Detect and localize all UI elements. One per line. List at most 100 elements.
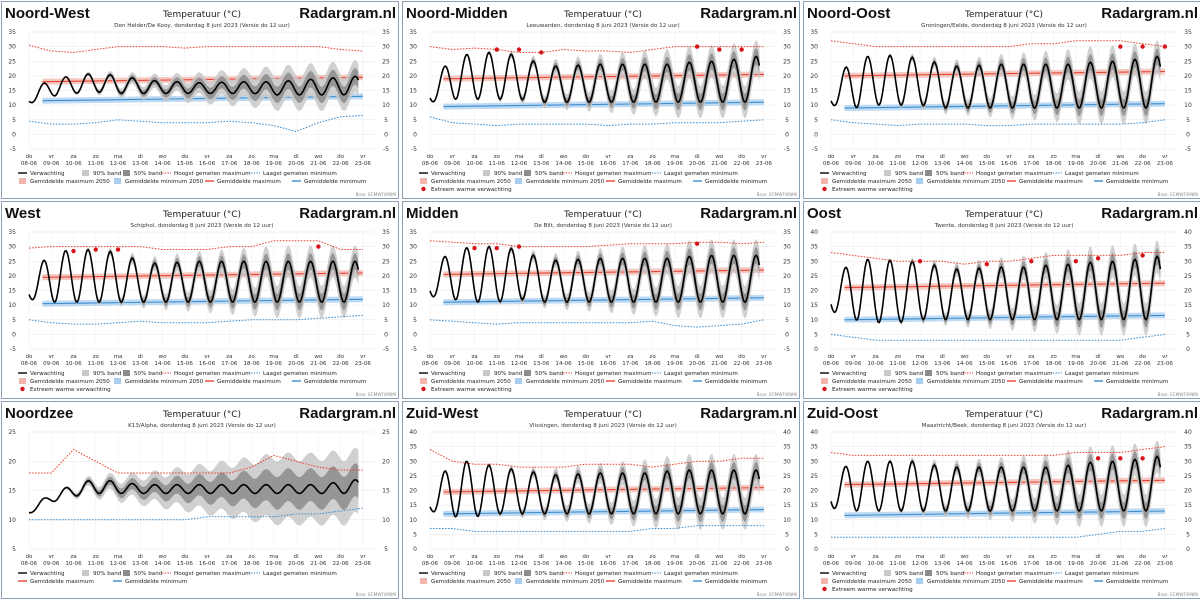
legend-label: Gemiddelde maximum	[618, 379, 682, 385]
y-tick-left: 0	[814, 346, 818, 353]
station-subtitle: Vlissingen, donderdag 8 juni 2023 (Versi…	[529, 423, 677, 429]
x-tick-day: ma	[515, 354, 524, 360]
region-title: Zuid-Oost	[807, 405, 878, 422]
extreme-warm-dot	[694, 44, 700, 49]
station-subtitle: Schiphol, donderdag 8 juni 2023 (Versie …	[131, 223, 274, 229]
legend-label: 50% band	[936, 571, 965, 577]
legend-label: Gemiddelde maximum	[1019, 179, 1083, 185]
y-tick-right: 0	[785, 131, 789, 138]
legend-label: Laagst gemeten minimum	[664, 371, 738, 377]
legend-label: 90% band	[93, 371, 122, 377]
x-tick-date: 22-06	[1134, 161, 1151, 167]
extreme-warm-dot	[984, 261, 990, 267]
x-tick-day: do	[828, 154, 836, 160]
x-tick-date: 21-06	[711, 361, 728, 367]
x-tick-day: zo	[248, 554, 255, 560]
y-tick-right: 30	[1184, 258, 1192, 265]
x-tick-day: ma	[1071, 154, 1080, 160]
x-tick-day: di	[539, 554, 545, 560]
forecast-line	[429, 51, 761, 104]
x-tick-day: di	[940, 554, 946, 560]
record-max-line	[830, 252, 1165, 265]
x-tick-date: 10-06	[867, 561, 884, 567]
y-tick-right: 30	[382, 44, 390, 51]
x-tick-day: wo	[314, 154, 323, 160]
mean-min-2050-line	[42, 95, 363, 102]
y-tick-right: 15	[1184, 302, 1192, 309]
x-tick-day: ma	[670, 154, 679, 160]
x-tick-date: 20-06	[1090, 161, 1107, 167]
x-tick-date: 16-06	[199, 561, 216, 567]
source-credit: Bron: ECMWF/KNMI	[757, 192, 797, 197]
x-tick-day: di	[294, 554, 300, 560]
x-tick-day: vr	[850, 154, 856, 160]
extreme-warm-dot	[717, 47, 722, 52]
x-tick-date: 20-06	[1090, 361, 1107, 367]
extreme-warm-dot	[1140, 44, 1145, 49]
legend-swatch	[82, 570, 89, 576]
legend-label: Gemiddelde minimum	[705, 379, 767, 385]
y-tick-right: 5	[1186, 117, 1190, 124]
y-tick-left: 10	[409, 102, 417, 109]
x-tick-day: do	[983, 154, 991, 160]
y-tick-right: 0	[1186, 131, 1190, 138]
y-tick-left: 10	[8, 517, 16, 524]
x-tick-date: 08-06	[823, 361, 840, 367]
x-tick-day: zo	[494, 354, 501, 360]
legend-swatch	[822, 586, 827, 592]
x-tick-day: zo	[649, 154, 656, 160]
x-tick-day: zo	[1050, 554, 1057, 560]
x-tick-date: 09-06	[444, 561, 461, 567]
x-tick-day: wo	[314, 554, 323, 560]
x-tick-day: vr	[48, 154, 54, 160]
legend-label: Verwachting	[431, 371, 466, 377]
forecast-line	[28, 73, 360, 104]
record-max-line	[28, 44, 363, 54]
x-tick-day: za	[627, 354, 633, 360]
x-tick-date: 21-06	[310, 161, 327, 167]
y-tick-right: 20	[1184, 288, 1192, 295]
legend-swatch	[925, 170, 932, 176]
temperature-chart: Midden Radargram.nl Temperatuur (°C) De Bil…	[406, 205, 797, 397]
x-tick-date: 10-06	[867, 161, 884, 167]
y-tick-left: 25	[810, 273, 818, 280]
legend-label: 90% band	[895, 571, 924, 577]
x-tick-date: 16-06	[600, 361, 617, 367]
x-tick-date: 09-06	[43, 161, 60, 167]
y-tick-right: 20	[1184, 488, 1192, 495]
source-credit: Bron: ECMWF/KNMI	[1158, 192, 1198, 197]
x-tick-day: do	[337, 154, 345, 160]
x-tick-date: 13-06	[533, 561, 550, 567]
y-tick-right: 5	[785, 531, 789, 538]
x-tick-day: vr	[850, 554, 856, 560]
x-tick-date: 16-06	[1001, 561, 1018, 567]
legend-label: Gemiddelde maximum 2050	[832, 379, 912, 385]
x-tick-date: 22-06	[1134, 361, 1151, 367]
legend-label: Hoogst gemeten maximum	[976, 571, 1053, 577]
x-tick-day: za	[226, 354, 232, 360]
legend-label: Gemiddelde minimum	[705, 579, 767, 585]
x-tick-day: za	[471, 354, 477, 360]
x-tick-day: wo	[1116, 554, 1125, 560]
y-tick-left: 15	[810, 88, 818, 95]
y-tick-left: 5	[814, 117, 818, 124]
x-tick-day: wo	[715, 154, 724, 160]
temperature-chart: Zuid-Oost Radargram.nl Temperatuur (°C) Maa…	[807, 405, 1198, 597]
x-tick-date: 10-06	[65, 161, 82, 167]
legend-label: 50% band	[134, 371, 163, 377]
legend-label: 90% band	[93, 571, 122, 577]
x-tick-day: zo	[895, 354, 902, 360]
y-tick-right: 0	[1186, 546, 1190, 553]
source-credit: Bron: ECMWF/KNMI	[356, 192, 396, 197]
x-tick-day: vr	[1162, 154, 1168, 160]
legend-swatch	[925, 370, 932, 376]
legend-label: 90% band	[895, 371, 924, 377]
x-tick-day: zo	[649, 354, 656, 360]
record-max-line	[429, 449, 764, 468]
legend-label: Extreem warme verwachting	[832, 587, 913, 593]
x-tick-day: wo	[1116, 354, 1125, 360]
y-tick-left: 0	[814, 546, 818, 553]
legend-label: Gemiddelde minimum	[1106, 579, 1168, 585]
x-tick-day: di	[138, 154, 144, 160]
y-tick-right: 5	[1186, 531, 1190, 538]
